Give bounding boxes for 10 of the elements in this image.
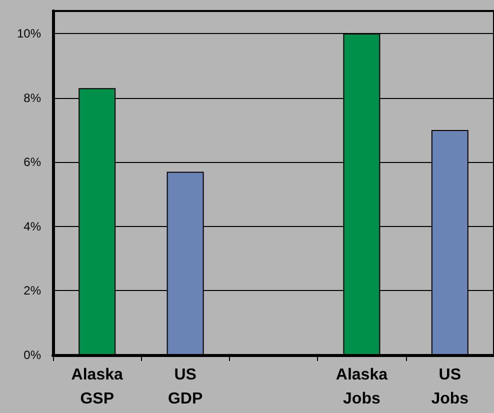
x-tick-label: Alaska GSP (71, 366, 123, 408)
y-tick-label: 4% (24, 219, 42, 234)
x-tick-label: US Jobs (431, 366, 469, 408)
x-tick-label: US GDP (168, 366, 203, 408)
y-tick-label: 8% (24, 90, 42, 105)
y-tick-label: 10% (16, 26, 42, 41)
y-tick-label: 0% (24, 348, 42, 362)
y-tick-label: 6% (24, 155, 42, 170)
x-tick-label: Alaska Jobs (336, 366, 388, 408)
y-tick-label: 2% (24, 284, 42, 298)
